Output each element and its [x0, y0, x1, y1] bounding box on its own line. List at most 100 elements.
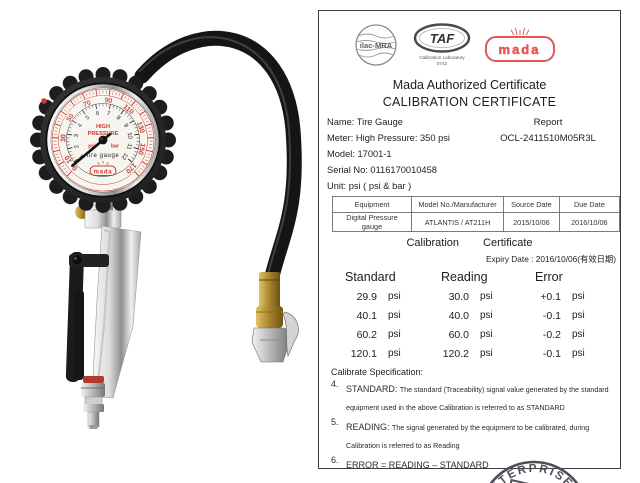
reading-value: 29.9 [356, 290, 377, 303]
equipment-data-row: Digital Pressure gauge ATLANTIS / AT211H 2… [331, 212, 621, 232]
expiry-date: Expiry Date : 2016/10/06(有效日期) [485, 254, 616, 264]
readings-row: 60.2 psi 60.0 psi -0.2 psi [341, 325, 620, 344]
field-label: Meter: High Pressure: 350 psi [327, 133, 450, 143]
mada-logo: mada [484, 24, 555, 62]
certificate-title: Mada Authorized Certificate [392, 78, 547, 92]
svg-text:5: 5 [85, 114, 92, 121]
spec-item: 5. READING: The signal generated by the e… [331, 417, 610, 453]
svg-text:12: 12 [119, 151, 128, 160]
svg-text:mada: mada [94, 169, 113, 175]
reading-value: 120.1 [350, 347, 377, 360]
readings-header: Error [535, 270, 563, 284]
svg-text:50: 50 [66, 113, 76, 123]
reading-value: +0.1 [540, 290, 561, 303]
svg-text:7: 7 [106, 111, 111, 118]
gauge-needle [71, 132, 112, 168]
equipment-cell: 2016/10/06 [558, 212, 621, 232]
reading-value: -0.1 [542, 347, 561, 360]
readings-header: Standard [345, 270, 396, 284]
field-row: Model: 17001-1 [327, 146, 614, 162]
spec-heading: Calibrate Specification: [331, 367, 424, 377]
spec-items: 4. STANDARD: The standard (Traceability) … [331, 379, 610, 473]
reading-unit: psi [572, 329, 585, 340]
reading-value: 120.2 [442, 347, 469, 360]
readings-row: 120.1 psi 120.2 psi -0.1 psi [341, 344, 620, 363]
reading-value: 40.1 [356, 309, 377, 322]
spec-item-text: READING: The signal generated by the equ… [346, 417, 610, 453]
mada-wordmark: mada [484, 36, 555, 62]
ilac-mra-logo-icon: ilac-MRA [354, 24, 397, 66]
svg-text:ilac-MRA: ilac-MRA [359, 41, 392, 50]
spec-item-body: The standard (Traceability) signal value… [346, 386, 609, 412]
svg-text:tire gauge: tire gauge [87, 153, 120, 159]
equipment-cell: 2015/10/06 [503, 212, 560, 232]
svg-text:10: 10 [64, 154, 74, 164]
reading-unit: psi [480, 291, 493, 302]
dial-text: HIGH PRESSURE psi bar tire gauge [87, 124, 120, 159]
spec-item-lead: ERROR = READING – STANDARD [346, 460, 489, 470]
field-label: Model: 17001-1 [327, 149, 392, 159]
svg-text:Calibration Laboratory: Calibration Laboratory [419, 55, 465, 60]
spec-item: 6. ERROR = READING – STANDARD [331, 455, 610, 473]
field-row: Serial No: 0116170010458 [327, 162, 614, 178]
readings-table: Standard Reading Error 29.9 psi 30.0 psi +0.1 ps… [319, 270, 620, 363]
svg-text:0: 0 [71, 164, 79, 172]
field-label: Name: Tire Gauge [327, 117, 403, 127]
calibration-certificate: ilac-MRA TAF Calibration Laboratory 0742… [318, 10, 621, 483]
reading-unit: psi [388, 310, 401, 321]
certificate-fields: Name: Tire Gauge Report Meter: High Pressu… [319, 114, 620, 194]
field-row: Unit: psi ( psi & bar ) [327, 178, 614, 194]
field-row: Meter: High Pressure: 350 psi OCL-2411510… [327, 130, 614, 146]
quick-coupler [81, 383, 105, 429]
company-stamp: MADA ENTERPRISE CO., LTD. ® [475, 457, 585, 483]
reading-unit: psi [388, 291, 401, 302]
handle-grip [91, 225, 142, 399]
spec-item-body: The signal generated by the equipment to… [346, 424, 590, 450]
svg-text:10: 10 [126, 132, 133, 140]
reading-value: 60.2 [356, 328, 377, 341]
reading-value: 30.0 [448, 290, 469, 303]
spec-item-text: STANDARD: The standard (Traceability) si… [346, 379, 610, 415]
svg-text:3: 3 [74, 133, 81, 138]
reading-value: 40.0 [448, 309, 469, 322]
spec-item-lead: READING: [346, 422, 393, 432]
section-title: Calibration Certificate [406, 237, 533, 249]
readings-row: 40.1 psi 40.0 psi -0.1 psi [341, 306, 620, 325]
reading-unit: psi [480, 310, 493, 321]
svg-text:130: 130 [135, 121, 145, 134]
svg-text:0742: 0742 [436, 61, 447, 66]
equipment-cell: Digital Pressure gauge [331, 212, 413, 232]
svg-text:psi: psi [88, 144, 96, 150]
svg-text:2: 2 [74, 143, 81, 148]
reading-unit: psi [480, 348, 493, 359]
certificate-subtitle: CALIBRATION CERTIFICATE [382, 95, 557, 109]
product-photo: 0 10 30 50 70 90 110 130 150 170 1 2 3 4 5 6 7 8 9 10 11 12 H… [0, 0, 318, 483]
svg-text:1: 1 [78, 152, 85, 159]
chuck-clip-lever [282, 311, 299, 358]
reading-value: 60.0 [448, 328, 469, 341]
readings-header: Reading [441, 270, 488, 284]
equipment-header-row: Equipment Model No./Manufacturer Source Da… [331, 196, 621, 213]
reading-unit: psi [388, 329, 401, 340]
red-washer [83, 376, 104, 383]
air-hose [134, 30, 302, 288]
svg-text:30: 30 [60, 134, 67, 142]
certificate-logos: ilac-MRA TAF Calibration Laboratory 0742… [303, 22, 604, 70]
field-value: OCL-2411510M05R3L [500, 132, 596, 144]
spec-item-lead: STANDARD: [346, 384, 400, 394]
reading-unit: psi [572, 348, 585, 359]
svg-text:bar: bar [111, 144, 119, 150]
dial-brand-logo: mada [89, 161, 117, 176]
readings-row: 29.9 psi 30.0 psi +0.1 psi [341, 287, 620, 306]
reading-unit: psi [480, 329, 493, 340]
field-label: Unit: psi ( psi & bar ) [327, 181, 412, 191]
calibrate-specification: Calibrate Specification: 4. STANDARD: The… [319, 367, 620, 473]
spec-item-number: 5. [331, 417, 339, 427]
field-label: Serial No: 0116170010458 [327, 165, 437, 175]
reading-unit: psi [388, 348, 401, 359]
equipment-cell: ATLANTIS / AT211H [411, 212, 505, 232]
svg-text:6: 6 [95, 111, 100, 118]
svg-text:90: 90 [104, 97, 113, 105]
